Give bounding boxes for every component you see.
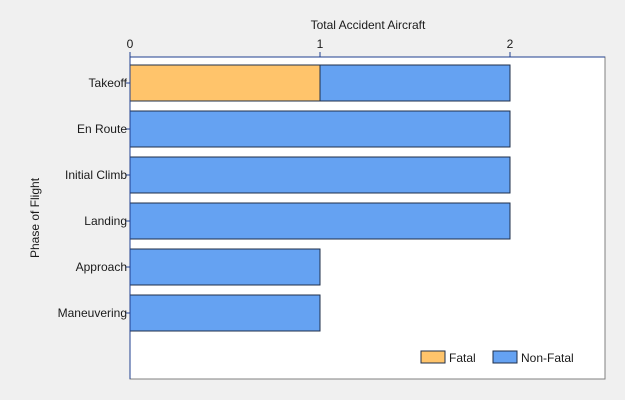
bar-non-fatal-initial-climb	[129, 156, 511, 194]
y-category-label: Initial Climb	[65, 168, 127, 182]
legend: Fatal Non-Fatal	[420, 350, 574, 365]
bars-group	[129, 64, 511, 332]
x-tick-label: 2	[507, 37, 514, 51]
axis-group: 0 1 2 Takeoff En Route Initial Climb Landing Ap…	[58, 37, 605, 379]
x-tick-label: 0	[127, 37, 134, 51]
legend-label-fatal: Fatal	[449, 351, 476, 365]
legend-swatch-fatal	[420, 350, 446, 364]
bar-non-fatal-takeoff	[319, 64, 511, 102]
y-category-label: Landing	[84, 214, 127, 228]
bar-non-fatal-landing	[129, 202, 511, 240]
y-category-label: Takeoff	[89, 76, 128, 90]
bar-non-fatal-approach	[129, 248, 321, 286]
legend-label-non-fatal: Non-Fatal	[521, 351, 574, 365]
bar-non-fatal-maneuvering	[129, 294, 321, 332]
y-category-label: Approach	[76, 260, 127, 274]
bar-non-fatal-en-route	[129, 110, 511, 148]
bar-fatal-takeoff	[129, 64, 321, 102]
legend-swatch-non-fatal	[492, 350, 518, 364]
x-axis-title: Total Accident Aircraft	[311, 18, 426, 32]
y-category-label: En Route	[77, 122, 127, 136]
y-category-label: Maneuvering	[58, 306, 127, 320]
y-axis-title: Phase of Flight	[28, 177, 42, 258]
x-tick-label: 1	[317, 37, 324, 51]
